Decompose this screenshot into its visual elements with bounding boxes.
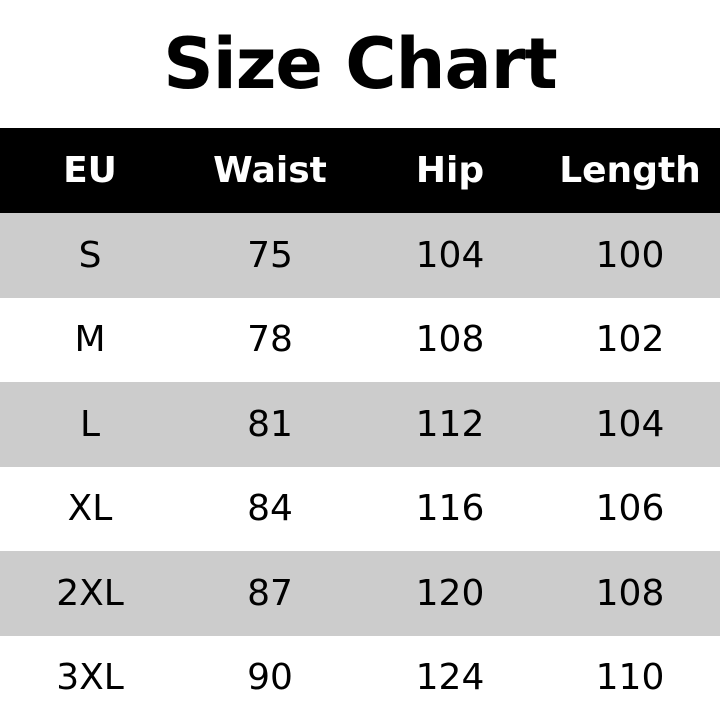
table-cell: 90 bbox=[247, 657, 293, 699]
table-cell: 81 bbox=[247, 403, 293, 445]
table-cell: XL bbox=[67, 488, 113, 530]
table-cell: 100 bbox=[595, 234, 665, 276]
header-hip: Hip bbox=[415, 150, 485, 191]
table-cell: 104 bbox=[595, 403, 665, 445]
size-table: EU Waist Hip Length S 75 104 100 M 78 108 102 L 8… bbox=[0, 128, 720, 720]
header-waist: Waist bbox=[213, 150, 327, 191]
table-row: L 81 112 104 bbox=[0, 382, 720, 467]
table-cell: 3XL bbox=[56, 657, 124, 699]
table-cell: 84 bbox=[247, 488, 293, 530]
table-cell: 112 bbox=[415, 403, 485, 445]
table-cell: 75 bbox=[247, 234, 293, 276]
page-title: Size Chart bbox=[163, 23, 557, 105]
table-row: 2XL 87 120 108 bbox=[0, 551, 720, 636]
table-cell: 116 bbox=[415, 488, 485, 530]
table-cell: 2XL bbox=[56, 572, 124, 614]
table-cell: 106 bbox=[595, 488, 665, 530]
table-cell: 120 bbox=[415, 572, 485, 614]
table-row: S 75 104 100 bbox=[0, 213, 720, 298]
table-cell: 124 bbox=[415, 657, 485, 699]
table-cell: 87 bbox=[247, 572, 293, 614]
table-row: M 78 108 102 bbox=[0, 298, 720, 383]
table-cell: 78 bbox=[247, 319, 293, 361]
table-cell: 108 bbox=[595, 572, 665, 614]
header-length: Length bbox=[559, 150, 701, 191]
table-row: 3XL 90 124 110 bbox=[0, 636, 720, 720]
table-row: XL 84 116 106 bbox=[0, 467, 720, 552]
table-cell: L bbox=[79, 403, 101, 445]
table-cell: 110 bbox=[595, 657, 665, 699]
header-eu: EU bbox=[63, 150, 117, 191]
table-cell: M bbox=[74, 319, 106, 361]
table-cell: 104 bbox=[415, 234, 485, 276]
table-header: EU Waist Hip Length bbox=[0, 128, 720, 213]
table-cell: 102 bbox=[595, 319, 665, 361]
table-cell: S bbox=[78, 234, 102, 276]
table-cell: 108 bbox=[415, 319, 485, 361]
